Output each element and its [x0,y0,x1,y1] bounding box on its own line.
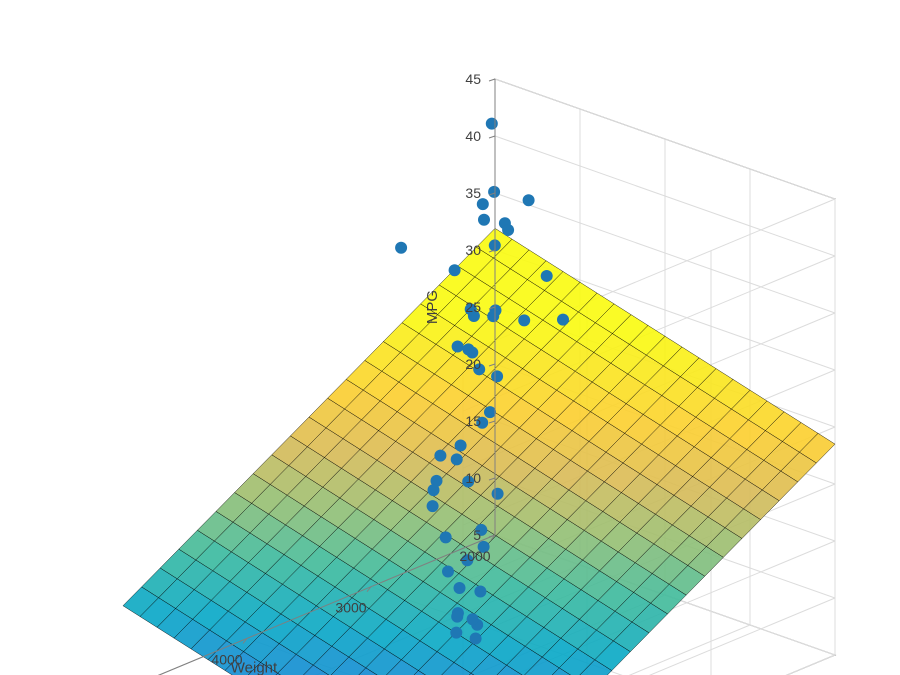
scatter-point [427,500,439,512]
scatter-point [523,194,535,206]
scatter-point [487,310,499,322]
scatter-point [478,214,490,226]
scatter-point [395,242,407,254]
z-tick-label: 45 [465,71,481,87]
x-tick-label: 2000 [459,548,490,564]
z-tick-label: 35 [465,185,481,201]
scatter-point [454,582,466,594]
z-tick-label: 15 [465,413,481,429]
scatter-point [440,531,452,543]
scatter-point [502,224,514,236]
scatter-point [488,186,500,198]
scatter-point [541,270,553,282]
scatter-point [428,484,440,496]
z-tick-label: 25 [465,299,481,315]
x-axis-label: Weight [231,660,278,675]
scatter-point [455,439,467,451]
z-tick-label: 10 [465,470,481,486]
scatter-point [474,586,486,598]
scatter-point [491,370,503,382]
scatter-point [492,488,504,500]
scatter-point [434,450,446,462]
scatter-point [451,453,463,465]
scatter-point [470,632,482,644]
scatter-point [557,314,569,326]
z-tick-label: 40 [465,128,481,144]
z-tick-label: 5 [473,527,481,543]
scatter-point [484,406,496,418]
scatter-point [467,613,479,625]
scatter-point [442,565,454,577]
scatter-point [486,118,498,130]
z-axis-label: MPG [424,290,441,324]
scatter-point [452,340,464,352]
z-tick-label: 30 [465,242,481,258]
z-tick-label: 20 [465,356,481,372]
scatter-point [451,611,463,623]
scatter-point [449,264,461,276]
scatter-point [450,627,462,639]
x-tick-label: 3000 [335,600,366,616]
scatter-point [518,314,530,326]
mpg-3d-plot: 2000300040005000501001502002505101520253… [0,0,900,675]
